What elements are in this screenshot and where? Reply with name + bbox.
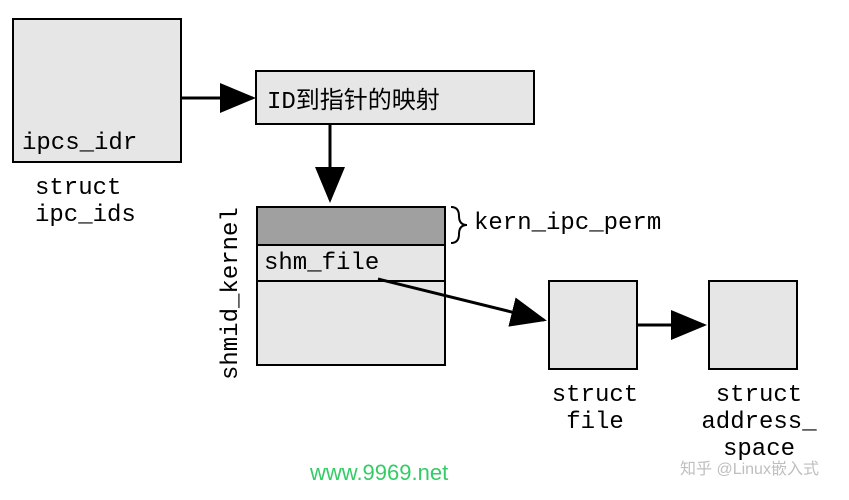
mapping-box: ID到指针的映射 <box>255 70 535 125</box>
mapping-text: ID到指针的映射 <box>267 80 440 116</box>
shm-file-text: shm_file <box>264 250 379 277</box>
kern-ipc-perm-label: kern_ipc_perm <box>474 210 661 237</box>
brace-kern-ipc-perm <box>451 207 467 243</box>
struct-file-box <box>548 280 638 370</box>
watermark-url: www.9969.net <box>310 460 448 486</box>
struct-address-space-box <box>708 280 798 370</box>
ipcs-idr-text: ipcs_idr <box>22 130 137 157</box>
shmid-header-row <box>258 208 444 246</box>
watermark-credit: 知乎 @Linux嵌入式 <box>680 455 819 479</box>
shmid-file-row: shm_file <box>258 246 444 282</box>
ipcs-idr-caption: struct ipc_ids <box>35 175 136 229</box>
ipcs-idr-box: ipcs_idr <box>12 18 182 163</box>
shmid-kernel-box: shm_file <box>256 206 446 366</box>
struct-file-caption: struct file <box>550 382 640 436</box>
shmid-kernel-vlabel: shmid_kernel <box>218 200 245 380</box>
struct-address-space-caption: struct address_ space <box>694 382 824 463</box>
